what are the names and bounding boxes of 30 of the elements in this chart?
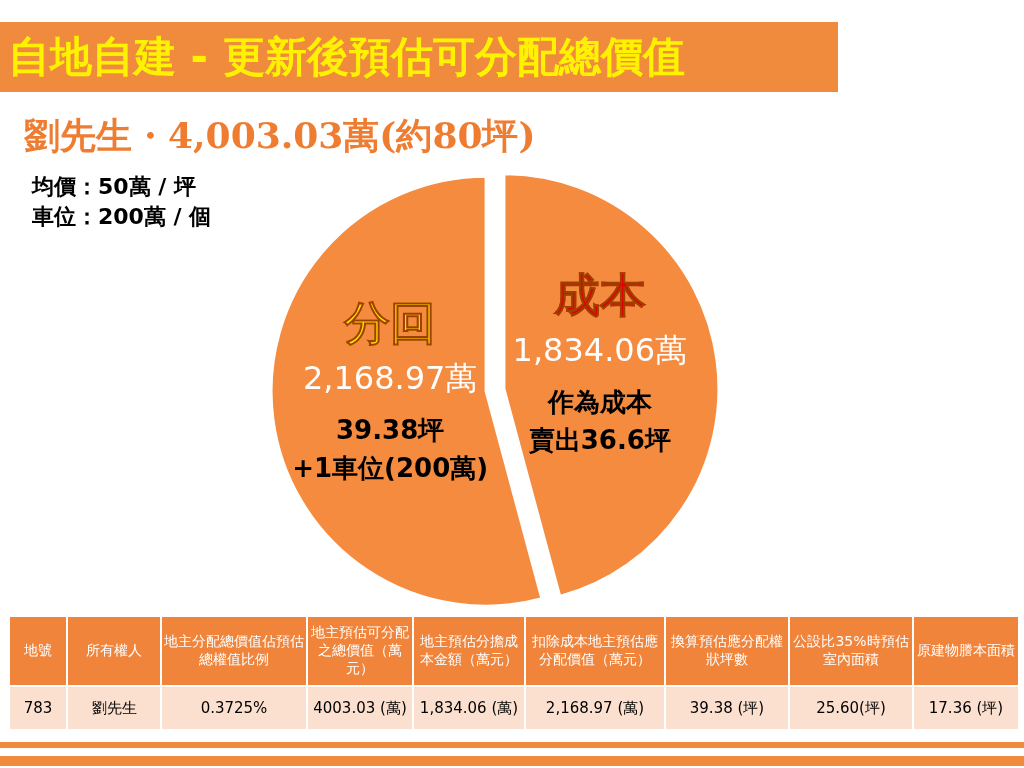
- text: 原建物謄本面積: [913, 616, 1019, 686]
- text: 25.60(坪): [789, 686, 913, 730]
- chart-title: 自地自建 - 更新後預估可分配總價值: [0, 22, 838, 92]
- text: 4003.03 (萬): [307, 686, 413, 730]
- text: 作為成本: [546, 387, 653, 418]
- text: 39.38坪: [336, 414, 445, 445]
- text: 783: [9, 686, 67, 730]
- text: 地主預估分擔成本金額（萬元）: [413, 616, 525, 686]
- chart-subtitle: 劉先生・4,003.03萬(約80坪): [24, 113, 536, 158]
- text: 地主分配總價值佔預估總權值比例: [161, 616, 307, 686]
- slice-label: 成本: [552, 268, 646, 323]
- text: 所有權人: [67, 616, 161, 686]
- text: 扣除成本地主預估應分配價值（萬元）: [525, 616, 665, 686]
- slice-label: 分回: [343, 295, 437, 350]
- text: 地主預估可分配之總價值（萬元）: [307, 616, 413, 686]
- text: 車位：200萬 / 個: [32, 203, 212, 231]
- data-label: 1,834.06萬: [512, 331, 688, 370]
- text: 公設比35%時預估室內面積: [789, 616, 913, 686]
- data-label: 2,168.97萬: [302, 358, 478, 397]
- text: 0.3725%: [161, 686, 307, 730]
- text: 39.38 (坪): [665, 686, 789, 730]
- text: 賣出36.6坪: [527, 425, 671, 456]
- text: 1,834.06 (萬): [413, 686, 525, 730]
- text: 換算預估應分配權狀坪數: [665, 616, 789, 686]
- text: 2,168.97 (萬): [525, 686, 665, 730]
- text: +1車位(200萬): [292, 452, 489, 483]
- text: 17.36 (坪): [913, 686, 1019, 730]
- text: 地號: [9, 616, 67, 686]
- text: 均價：50萬 / 坪: [32, 173, 196, 201]
- text: 劉先生: [67, 686, 161, 730]
